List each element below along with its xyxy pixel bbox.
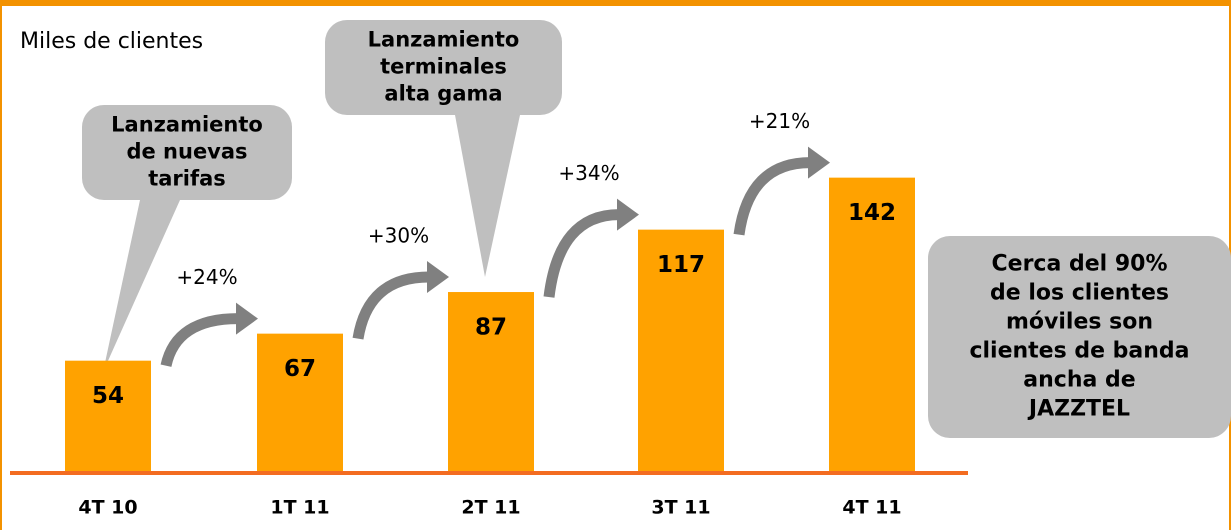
callout-box: [82, 105, 292, 200]
callout-box: [928, 236, 1231, 438]
x-tick-label: 1T 11: [270, 497, 329, 519]
callout-text: Cerca del 90%: [992, 252, 1168, 277]
growth-arrow: [160, 313, 239, 368]
growth-arrow: [543, 209, 620, 298]
growth-arrow-head: [427, 261, 449, 294]
value-label: 54: [92, 383, 124, 409]
callout-text: alta gama: [384, 82, 502, 106]
callout-text: de los clientes: [990, 281, 1169, 306]
growth-label: +34%: [558, 161, 619, 185]
bar: [448, 292, 534, 473]
x-tick-label: 4T 11: [842, 497, 901, 519]
value-label: 142: [848, 200, 896, 226]
callout-text: móviles son: [1006, 310, 1153, 335]
callout-tail: [455, 115, 520, 277]
growth-arrow-head: [808, 146, 830, 179]
callout-text: clientes de banda: [969, 339, 1189, 364]
callout-tail: [103, 200, 180, 372]
callout-text: terminales: [380, 55, 507, 79]
callout-text: de nuevas: [126, 140, 247, 164]
growth-arrow: [733, 157, 811, 236]
callout-text: Lanzamiento: [111, 113, 263, 137]
value-label: 87: [475, 315, 507, 341]
value-label: 117: [657, 252, 705, 278]
x-tick-label: 2T 11: [461, 497, 520, 519]
x-tick-label: 4T 10: [78, 497, 137, 519]
x-tick-label: 3T 11: [651, 497, 710, 519]
growth-arrow-head: [617, 198, 639, 231]
growth-arrow: [352, 271, 430, 340]
growth-arrow-head: [236, 302, 258, 335]
callout-text: Lanzamiento: [368, 28, 520, 52]
callout-text: tarifas: [148, 167, 226, 191]
growth-label: +30%: [368, 224, 429, 248]
top-border: [0, 0, 1231, 6]
bar: [257, 333, 343, 473]
growth-label: +24%: [176, 265, 237, 289]
growth-label: +21%: [749, 109, 810, 133]
bar: [829, 177, 915, 473]
callout-text: ancha de: [1023, 368, 1135, 393]
bar: [65, 360, 151, 473]
bar: [638, 229, 724, 473]
callout-text: JAZZTEL: [1027, 397, 1130, 422]
callout-box: [325, 20, 562, 115]
value-label: 67: [284, 356, 316, 382]
subtitle: Miles de clientes: [20, 29, 203, 54]
